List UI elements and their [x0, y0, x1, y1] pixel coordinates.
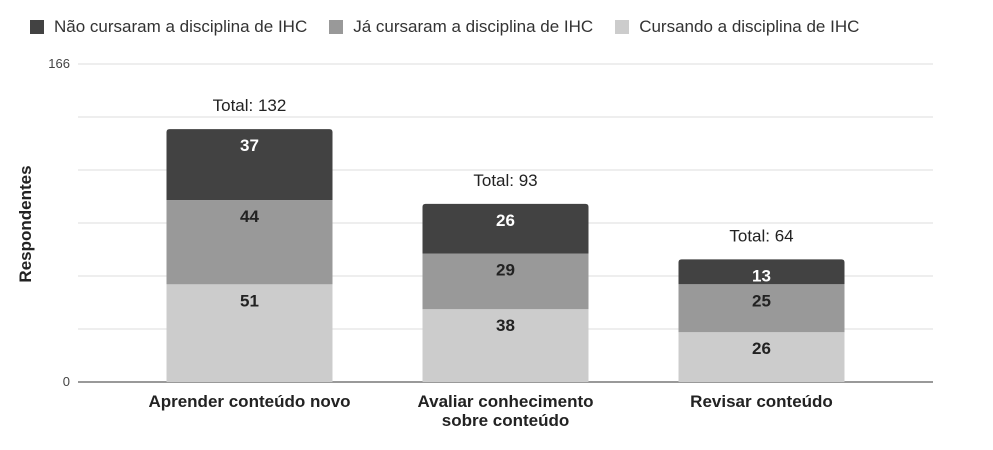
x-tick-label: Revisar conteúdo [690, 392, 833, 411]
legend-item-ja-cursaram: Já cursaram a disciplina de IHC [329, 17, 593, 37]
legend-item-cursando: Cursando a disciplina de IHC [615, 17, 859, 37]
bar-segment [166, 284, 333, 382]
bar-segment [166, 129, 333, 201]
legend-label-ja-cursaram: Já cursaram a disciplina de IHC [353, 17, 594, 36]
x-tick-label: sobre conteúdo [442, 411, 570, 430]
data-label: 37 [240, 136, 259, 155]
data-label: 26 [752, 339, 771, 358]
bar-segment [678, 259, 845, 285]
data-label: 38 [496, 316, 515, 335]
legend: Não cursaram a disciplina de IHC Já curs… [30, 17, 881, 37]
bar-segment [678, 284, 845, 333]
total-label: Total: 93 [473, 171, 537, 190]
bar-segment [422, 203, 589, 254]
data-label: 13 [752, 266, 771, 285]
legend-swatch-ja-cursaram [329, 20, 344, 34]
data-label: 25 [752, 291, 771, 310]
labels: 0 166 Respondentes 51 44 37 Total: 132 Aprender… [16, 56, 833, 430]
total-label: Total: 64 [729, 226, 793, 245]
y-axis-label: Respondentes [16, 165, 35, 282]
x-tick-label: Aprender conteúdo novo [148, 392, 350, 411]
bar-segment [422, 309, 589, 382]
legend-label-cursando: Cursando a disciplina de IHC [639, 17, 860, 36]
x-tick-label: Avaliar conhecimento [417, 392, 593, 411]
bar-segment [422, 253, 589, 310]
total-label: Total: 132 [213, 96, 287, 115]
data-label: 44 [240, 207, 259, 226]
data-label: 26 [496, 211, 515, 230]
bar-segment [678, 332, 845, 382]
y-tick-label: 0 [63, 374, 70, 389]
data-label: 51 [240, 291, 259, 310]
legend-item-nao-cursaram: Não cursaram a disciplina de IHC [30, 17, 307, 37]
legend-swatch-cursando [615, 20, 630, 34]
bars [166, 129, 845, 382]
y-tick-label: 166 [48, 56, 70, 71]
data-label: 29 [496, 261, 515, 280]
bar-segment [166, 200, 333, 285]
legend-label-nao-cursaram: Não cursaram a disciplina de IHC [54, 17, 308, 36]
legend-swatch-nao-cursaram [30, 20, 44, 34]
